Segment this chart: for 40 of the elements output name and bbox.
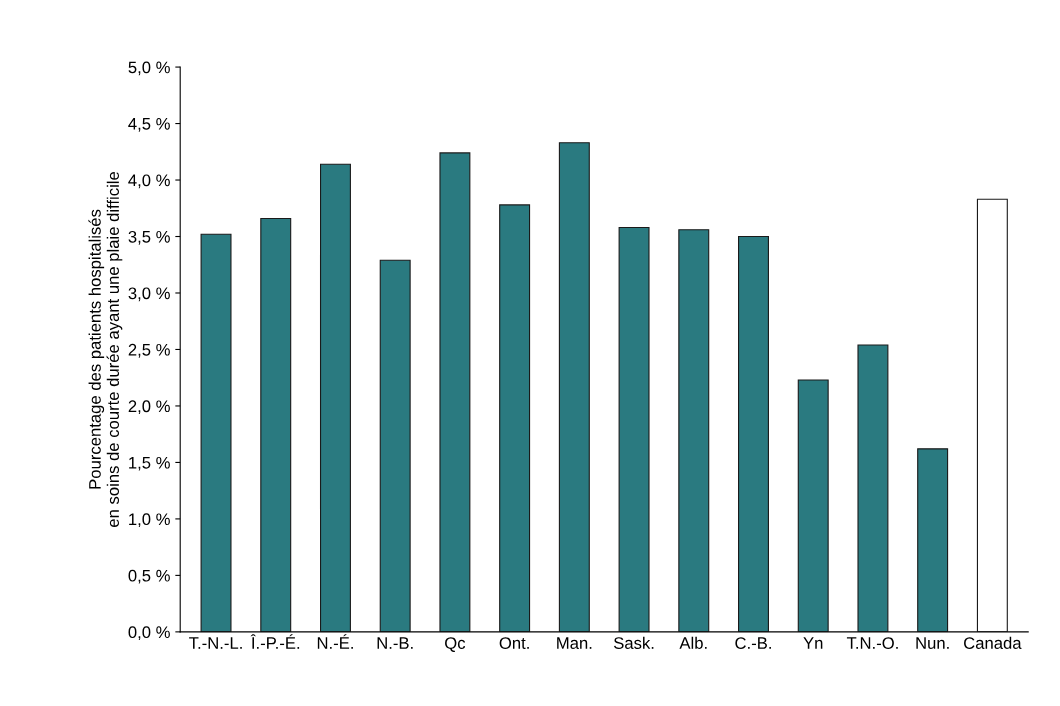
bar	[976, 198, 1008, 632]
y-tick-label: 2,5 %	[128, 343, 170, 358]
x-tick-label: N.-B.	[377, 637, 413, 649]
x-tick-label: Man.	[557, 637, 592, 649]
y-tick-label: 4,5 %	[128, 118, 170, 132]
bar	[499, 204, 531, 632]
x-tick-label: Ont.	[499, 637, 529, 649]
y-axis-title: Pourcentage des patients hospitalisés en soins de courte durée ayant une plaie difficile	[88, 171, 123, 527]
bar	[678, 229, 710, 632]
bar	[200, 233, 232, 632]
x-tick-label: Canada	[964, 636, 1022, 649]
x-tick-label: N.-É.	[317, 634, 353, 649]
bar	[319, 163, 351, 632]
y-tick-label: 5,0 %	[128, 61, 170, 76]
x-tick-label: Qc	[445, 637, 466, 652]
bar	[797, 379, 829, 632]
x-tick-label: Nun.	[916, 637, 949, 649]
bar	[618, 226, 650, 632]
x-tick-label: C.-B.	[735, 637, 771, 649]
x-tick-label: T.N.-O.	[846, 637, 898, 649]
y-tick-label: 0,0 %	[128, 626, 170, 641]
y-tick-label: 1,5 %	[129, 456, 170, 471]
bar	[439, 152, 471, 632]
x-tick-label: T.-N.-L.	[189, 637, 242, 649]
y-tick-label: 3,0 %	[128, 287, 170, 302]
x-tick-label: Î.-P.-É.	[250, 634, 300, 649]
x-tick-label: Alb.	[679, 636, 707, 649]
bar	[857, 344, 889, 632]
y-tick-label: 1,0 %	[129, 513, 170, 528]
x-tick-label: Sask.	[613, 636, 654, 649]
y-tick-label: 0,5 %	[128, 569, 170, 584]
x-tick-label: Yn	[803, 637, 823, 649]
y-tick-label: 2,0 %	[128, 400, 170, 415]
bar	[260, 217, 292, 632]
bar	[379, 259, 411, 632]
bar	[558, 142, 590, 632]
y-tick-label: 4,0 %	[128, 174, 170, 189]
bar	[738, 235, 769, 632]
y-tick-label: 3,5 %	[128, 230, 170, 245]
bar	[917, 448, 949, 632]
